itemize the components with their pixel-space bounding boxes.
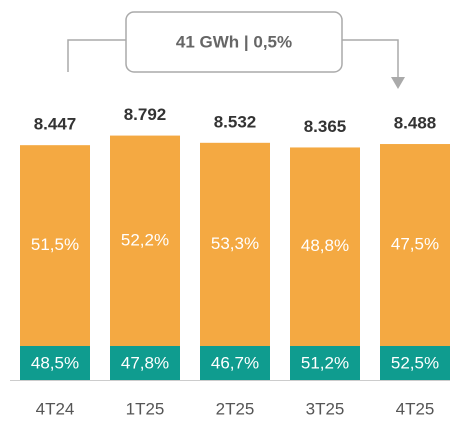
total-label: 8.532 (214, 112, 257, 131)
total-label: 8.488 (394, 114, 437, 133)
total-label: 8.365 (304, 117, 347, 136)
bar (290, 147, 360, 380)
data-label: 51,2% (301, 353, 349, 372)
segment-band (110, 346, 180, 380)
segment-band (290, 346, 360, 380)
arrow-head (391, 77, 405, 89)
data-label: 53,3% (211, 234, 259, 253)
x-tick-label: 1T25 (126, 399, 165, 418)
segment-band (200, 346, 270, 380)
segment-band (380, 346, 450, 380)
data-label: 48,8% (301, 236, 349, 255)
data-label: 52,5% (391, 353, 439, 372)
data-label: 48,5% (31, 353, 79, 372)
data-label: 51,5% (31, 235, 79, 254)
bracket-left (67, 39, 126, 72)
bar (380, 144, 450, 380)
data-label: 47,5% (391, 235, 439, 254)
annotation-box (125, 11, 343, 73)
total-label: 8.792 (124, 105, 167, 124)
x-tick-label: 4T25 (396, 399, 435, 418)
bracket-right (342, 39, 399, 78)
annotation: 41 GWh | 0,5% (176, 32, 292, 51)
segment-band (20, 346, 90, 380)
data-label: 47,8% (121, 353, 169, 372)
total-label: 8.447 (34, 115, 77, 134)
bar (200, 142, 270, 380)
x-tick-label: 2T25 (216, 399, 255, 418)
x-tick-label: 3T25 (306, 399, 345, 418)
bar (110, 135, 180, 380)
bar (20, 145, 90, 380)
data-label: 52,2% (121, 230, 169, 249)
x-tick-label: 4T24 (36, 399, 75, 418)
data-label: 46,7% (211, 353, 259, 372)
